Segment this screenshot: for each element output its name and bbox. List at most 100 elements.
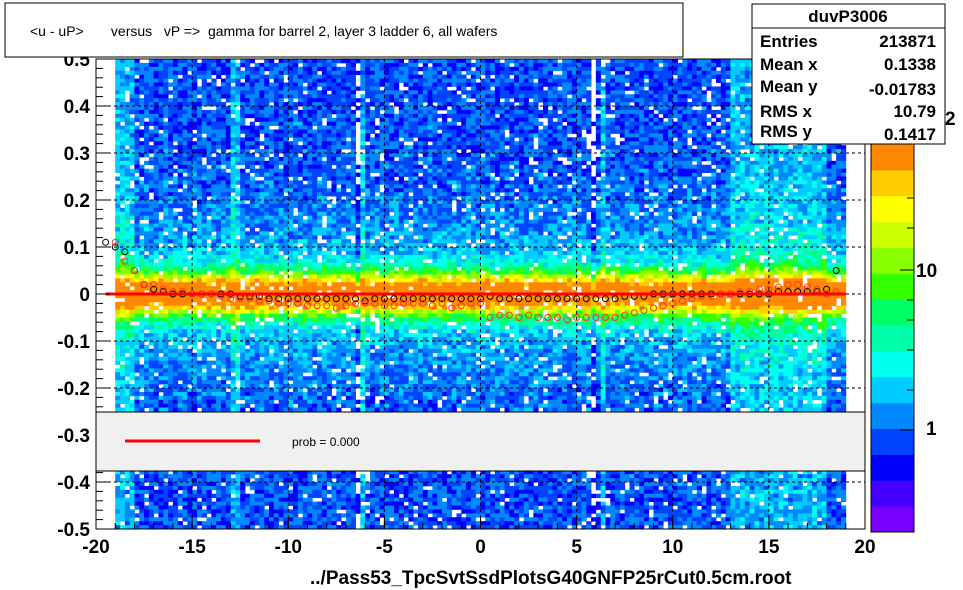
profile-point-black bbox=[515, 295, 523, 303]
profile-point-black bbox=[823, 285, 831, 293]
stats-rmsy-label: RMS y bbox=[760, 122, 813, 141]
profile-point-red bbox=[227, 295, 235, 303]
y-tick-label: -0.5 bbox=[57, 520, 90, 541]
profile-point-red bbox=[457, 302, 465, 310]
colorbar bbox=[870, 143, 915, 533]
profile-point-black bbox=[438, 295, 446, 303]
y-tick-label: 0.4 bbox=[64, 97, 91, 118]
colorbar-swatch bbox=[871, 454, 914, 481]
profile-point-black bbox=[390, 295, 398, 303]
profile-point-red bbox=[477, 299, 484, 307]
profile-point-red bbox=[505, 311, 513, 319]
colorbar-swatch bbox=[871, 325, 914, 352]
profile-point-red bbox=[130, 267, 138, 274]
profile-point-black bbox=[121, 248, 129, 256]
profile-point-black bbox=[582, 295, 590, 303]
profile-point-black bbox=[294, 295, 302, 303]
profile-point-red bbox=[390, 302, 398, 310]
profile-point-red bbox=[630, 309, 638, 317]
legend-box: prob = 0.000 bbox=[95, 411, 866, 472]
profile-point-red bbox=[294, 299, 302, 307]
y-tick-labels: -0.5-0.4-0.3-0.2-0.100.10.20.30.40.5 bbox=[57, 50, 90, 541]
profile-point-black bbox=[332, 295, 340, 303]
profile-point-red bbox=[275, 299, 283, 307]
profile-point-black bbox=[102, 238, 110, 246]
profile-point-black bbox=[573, 295, 581, 303]
profile-point-red bbox=[150, 281, 158, 289]
profile-point-red bbox=[621, 311, 629, 319]
stats-title: duvP3006 bbox=[808, 7, 887, 26]
colorbar-swatch bbox=[871, 247, 914, 274]
profile-point-red bbox=[755, 285, 763, 293]
profile-point-black bbox=[111, 243, 119, 251]
profile-point-black bbox=[313, 295, 321, 303]
y-tick-label: 0.1 bbox=[64, 238, 91, 259]
profile-point-black bbox=[284, 295, 292, 303]
profile-point-black bbox=[265, 295, 273, 303]
colorbar-swatch bbox=[871, 273, 914, 300]
y-tick-label: -0.3 bbox=[57, 426, 90, 447]
y-tick-label: -0.4 bbox=[57, 473, 90, 494]
profile-point-red bbox=[659, 302, 667, 310]
profile-point-black bbox=[303, 295, 311, 303]
stats-box: duvP3006 Entries 213871 Mean x 0.1338 Me… bbox=[751, 3, 946, 145]
profile-point-black bbox=[534, 295, 542, 303]
x-tick-label: 5 bbox=[571, 537, 582, 558]
profile-point-red bbox=[284, 299, 292, 307]
profile-point-black bbox=[467, 295, 475, 303]
profile-point-red bbox=[323, 302, 331, 310]
profile-point-red bbox=[352, 299, 360, 307]
stats-rmsx-label: RMS x bbox=[760, 102, 813, 121]
profile-point-black bbox=[323, 295, 331, 303]
stats-meany-label: Mean y bbox=[760, 77, 818, 96]
profile-point-red bbox=[486, 314, 494, 321]
title-box: <u - uP> versus vP => gamma for barrel 2… bbox=[4, 2, 684, 58]
profile-point-red bbox=[159, 285, 167, 293]
profile-point-red bbox=[525, 311, 533, 319]
profile-point-black bbox=[361, 297, 369, 305]
x-tick-label: -5 bbox=[376, 537, 393, 558]
profile-point-black bbox=[553, 295, 561, 303]
profile-point-red bbox=[650, 304, 658, 312]
colorbar-label-10: 10 bbox=[916, 261, 937, 282]
colorbar-swatch bbox=[871, 350, 914, 378]
stats-entries-label: Entries bbox=[760, 32, 818, 51]
x-tick-label: -20 bbox=[82, 537, 109, 558]
profile-point-black bbox=[275, 295, 283, 303]
profile-point-black bbox=[457, 295, 465, 303]
profile-point-black bbox=[611, 295, 619, 303]
x-tick-label: 10 bbox=[662, 537, 683, 558]
profile-point-red bbox=[784, 281, 792, 289]
profile-point-red bbox=[582, 314, 590, 321]
profile-point-red bbox=[380, 302, 388, 310]
colorbar-label-1: 1 bbox=[926, 419, 937, 440]
profile-point-red bbox=[332, 304, 340, 312]
y-tick-label: 0.2 bbox=[64, 191, 90, 212]
profile-point-black bbox=[544, 295, 552, 303]
colorbar-swatch bbox=[871, 428, 914, 455]
legend-label: prob = 0.000 bbox=[292, 435, 360, 449]
profile-point-black bbox=[592, 295, 600, 303]
profile-point-black bbox=[400, 295, 408, 303]
colorbar-swatch bbox=[871, 299, 914, 326]
profile-point-red bbox=[765, 285, 773, 293]
profile-point-red bbox=[563, 316, 571, 324]
stats-meanx-value: 0.1338 bbox=[884, 55, 936, 74]
colorbar-swatch bbox=[871, 480, 914, 507]
profile-point-red bbox=[611, 314, 619, 321]
y-tick-label: 0.3 bbox=[64, 144, 90, 165]
profile-point-black bbox=[832, 267, 840, 274]
profile-point-red bbox=[121, 257, 129, 265]
x-tick-label: 20 bbox=[854, 537, 875, 558]
x-tick-label: 0 bbox=[475, 537, 486, 558]
profile-point-red bbox=[313, 302, 321, 310]
profile-point-red bbox=[544, 314, 552, 321]
profile-point-red bbox=[448, 304, 456, 312]
profile-point-red bbox=[601, 314, 609, 321]
profile-point-red bbox=[409, 299, 417, 307]
x-tick-label: -15 bbox=[178, 537, 206, 558]
colorbar-swatch bbox=[871, 169, 914, 197]
profile-point-red bbox=[678, 297, 686, 305]
